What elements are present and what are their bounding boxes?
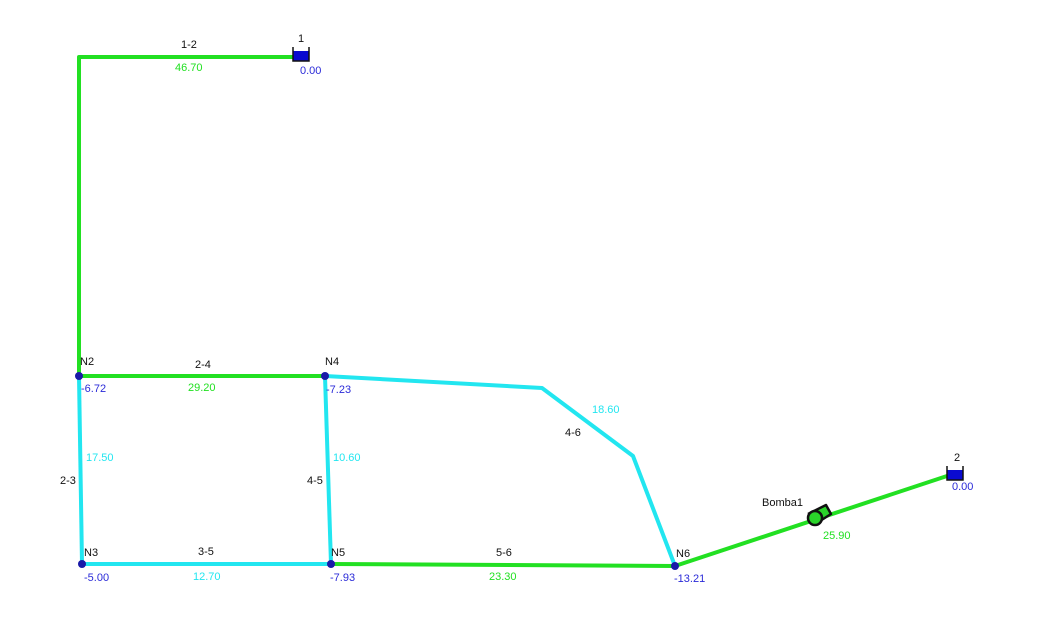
node-n5-id: N5	[331, 547, 345, 559]
nodes: N2 -6.72 N4 -7.23 N3 -5.00 N5 -7.93 N6 -…	[75, 356, 705, 585]
pipe-4-6[interactable]	[324, 374, 677, 567]
pump-id: Bomba1	[762, 497, 803, 509]
pipe-1-2[interactable]	[77, 55, 301, 376]
node-n5-value: -7.93	[330, 572, 355, 584]
tank-2-outline	[946, 466, 964, 481]
node-n6-value: -13.21	[674, 573, 705, 585]
node-n2-value: -6.72	[81, 383, 106, 395]
tank-1-id: 1	[298, 33, 304, 45]
node-n3-value: -5.00	[84, 572, 109, 584]
pipe-4-6-flow: 18.60	[592, 404, 620, 416]
pipes	[77, 55, 948, 568]
pump-flow: 25.90	[823, 530, 851, 542]
node-n3-id: N3	[84, 547, 98, 559]
node-n5[interactable]: N5 -7.93	[327, 547, 355, 584]
node-n5-dot	[327, 560, 335, 568]
pipe-2-3-id: 2-3	[60, 475, 76, 487]
pipe-2-3[interactable]	[77, 375, 84, 565]
pipe-1-2-flow: 46.70	[175, 62, 203, 74]
pipe-2-4-flow: 29.20	[188, 382, 216, 394]
node-n4-value: -7.23	[326, 384, 351, 396]
node-n6-dot	[671, 562, 679, 570]
tank-2-body	[947, 470, 963, 480]
pipe-5-6-id: 5-6	[496, 547, 512, 559]
node-n6[interactable]: N6 -13.21	[671, 548, 705, 585]
tank-1-value: 0.00	[300, 65, 321, 77]
tank-2-value: 0.00	[952, 481, 973, 493]
pipe-2-4-id: 2-4	[195, 359, 211, 371]
node-n2[interactable]: N2 -6.72	[75, 356, 106, 395]
tank-1[interactable]: 1 0.00	[292, 33, 321, 77]
pipe-labels: 1-2 46.70 2-4 29.20 2-3 17.50 4-5 10.60 …	[60, 39, 620, 583]
tank-2-id: 2	[954, 452, 960, 464]
pipe-2-3-flow: 17.50	[86, 452, 114, 464]
pipe-4-5-id: 4-5	[307, 475, 323, 487]
tank-1-body	[293, 51, 309, 61]
node-n4[interactable]: N4 -7.23	[321, 356, 351, 396]
node-n6-id: N6	[676, 548, 690, 560]
pump-bomba1[interactable]: Bomba1 25.90	[762, 497, 851, 542]
pump-icon-body	[806, 509, 824, 527]
tank-2[interactable]: 2 0.00	[946, 452, 973, 493]
node-n4-id: N4	[325, 356, 339, 368]
pipe-4-6-id: 4-6	[565, 427, 581, 439]
node-n2-dot	[75, 372, 83, 380]
pipe-5-6[interactable]	[330, 562, 676, 568]
node-n4-dot	[321, 372, 329, 380]
pipe-5-6-flow: 23.30	[489, 571, 517, 583]
pipe-4-5[interactable]	[323, 375, 333, 565]
node-n3-dot	[78, 560, 86, 568]
pipe-4-5-flow: 10.60	[333, 452, 361, 464]
tank-1-outline	[292, 47, 310, 62]
node-n3[interactable]: N3 -5.00	[78, 547, 109, 584]
pipe-3-5-flow: 12.70	[193, 571, 221, 583]
pipe-1-2-id: 1-2	[181, 39, 197, 51]
node-n2-id: N2	[80, 356, 94, 368]
pipe-3-5-id: 3-5	[198, 546, 214, 558]
